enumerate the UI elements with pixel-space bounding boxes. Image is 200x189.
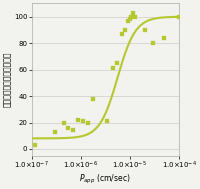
Point [121, 32, 124, 35]
Point [143, 28, 146, 31]
Point [134, 15, 137, 18]
Point [152, 42, 155, 45]
X-axis label: $\mathit{P}_{app}$ (cm/sec): $\mathit{P}_{app}$ (cm/sec) [79, 172, 131, 186]
Y-axis label: 人体における吸収率（％）: 人体における吸収率（％） [3, 52, 12, 107]
Point [86, 121, 89, 124]
Point [62, 121, 65, 124]
Point [106, 120, 109, 123]
Point [177, 15, 181, 18]
Point [71, 129, 75, 132]
Point [81, 120, 84, 123]
Point [128, 18, 131, 21]
Point [126, 19, 129, 22]
Point [92, 97, 95, 100]
Point [77, 118, 80, 121]
Point [53, 130, 57, 133]
Point [111, 67, 114, 70]
Point [129, 15, 133, 18]
Point [116, 61, 119, 64]
Point [66, 126, 70, 129]
Point [34, 143, 37, 146]
Point [124, 28, 127, 31]
Point [131, 11, 134, 14]
Point [163, 36, 166, 39]
